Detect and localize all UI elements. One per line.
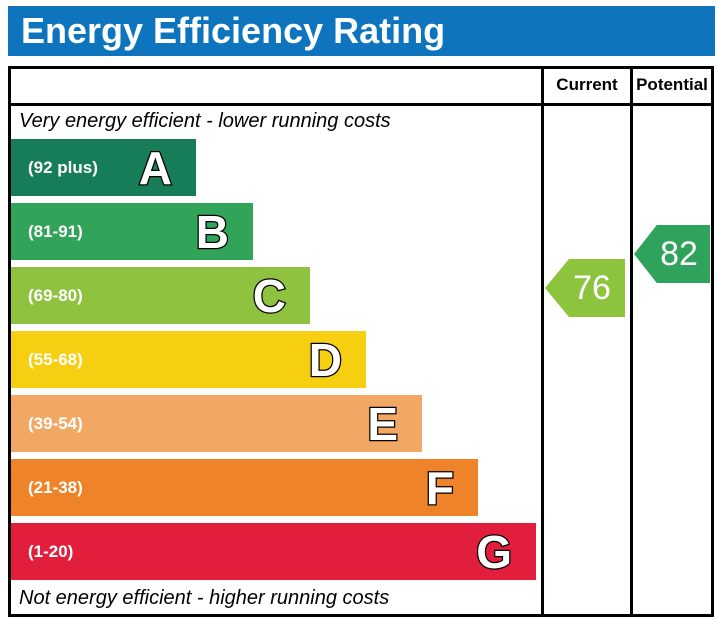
band-e-letter: E: [366, 397, 399, 450]
current-rating-arrow: 76: [545, 259, 625, 317]
band-e: (39-54) E: [11, 395, 422, 452]
band-a-range: (92 plus): [28, 157, 98, 177]
band-c-range: (69-80): [28, 285, 83, 305]
band-a: (92 plus) A: [11, 139, 196, 196]
top-caption: Very energy efficient - lower running co…: [19, 110, 391, 132]
header-row-divider: [11, 103, 711, 106]
band-f: (21-38) F: [11, 459, 478, 516]
band-b: (81-91) B: [11, 203, 253, 260]
band-f-range: (21-38): [28, 477, 83, 497]
epc-rating-chart: Current Potential Very energy efficient …: [8, 66, 714, 617]
band-d-range: (55-68): [28, 349, 83, 369]
band-f-letter: F: [425, 461, 456, 514]
band-a-letter: A: [138, 141, 174, 194]
potential-rating-value: 82: [660, 234, 698, 273]
band-c: (69-80) C: [11, 267, 310, 324]
potential-rating-arrow: 82: [634, 225, 710, 283]
band-g: (1-20) G: [11, 523, 536, 580]
current-column-header: Current: [556, 75, 618, 94]
band-g-range: (1-20): [28, 541, 74, 561]
band-d: (55-68) D: [11, 331, 366, 388]
band-b-letter: B: [195, 205, 231, 258]
bottom-caption: Not energy efficient - higher running co…: [19, 587, 390, 609]
band-e-range: (39-54): [28, 413, 83, 433]
band-d-letter: D: [308, 333, 344, 386]
band-g-letter: G: [475, 525, 513, 578]
potential-column-header: Potential: [636, 75, 708, 94]
page-title: Energy Efficiency Rating: [8, 6, 715, 56]
current-rating-value: 76: [573, 268, 611, 307]
band-b-range: (81-91): [28, 221, 83, 241]
current-column-divider: [541, 69, 544, 614]
band-c-letter: C: [252, 269, 288, 322]
potential-column-divider: [630, 69, 633, 614]
